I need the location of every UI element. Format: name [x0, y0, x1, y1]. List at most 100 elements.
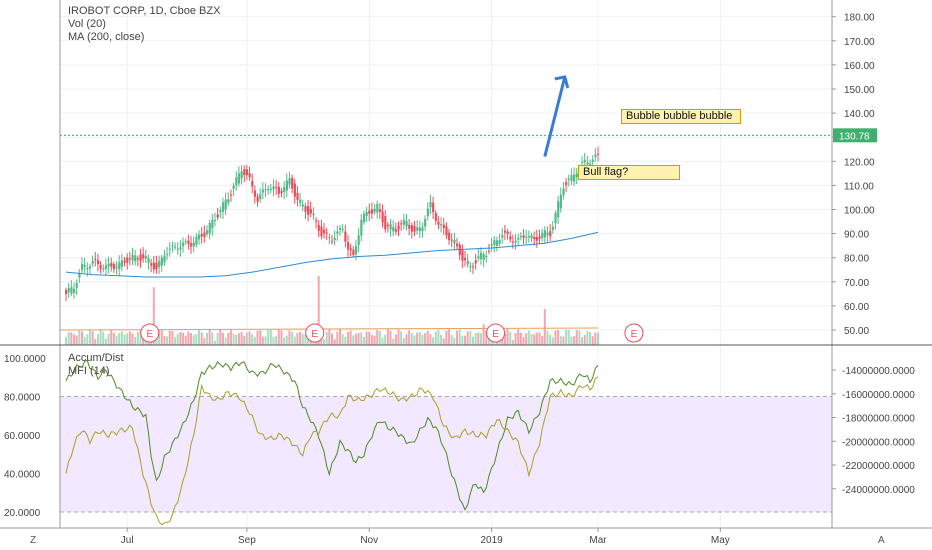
volume-bar — [304, 334, 307, 345]
candle-body — [190, 243, 193, 247]
candle-body — [168, 248, 171, 250]
zoom-button[interactable]: Z — [30, 535, 37, 546]
volume-bar — [589, 331, 592, 345]
candle-body — [586, 162, 589, 165]
candle-body — [594, 154, 597, 157]
candle-body — [280, 191, 283, 193]
candle-body — [160, 257, 163, 266]
volume-bar — [559, 336, 562, 345]
candle-body — [498, 240, 501, 244]
volume-bar — [373, 335, 376, 345]
volume-bar — [360, 332, 363, 345]
volume-bar — [136, 331, 139, 345]
volume-bar — [538, 332, 541, 345]
x-tick-label: Mar — [589, 535, 607, 546]
legend-ma[interactable]: MA (200, close) — [68, 31, 145, 43]
volume-bar — [591, 336, 594, 345]
candle-body — [245, 169, 249, 176]
volume-bar — [344, 336, 347, 345]
volume-bar — [354, 333, 357, 345]
volume-bar — [115, 335, 118, 345]
auto-scale-button[interactable]: A — [878, 535, 885, 546]
volume-bar — [227, 332, 230, 345]
volume-bar — [586, 330, 589, 345]
price-tick-label: 90.00 — [844, 230, 869, 241]
candle-body — [405, 221, 408, 227]
candle-body — [381, 211, 384, 223]
candle-body — [509, 236, 512, 240]
candle-body — [426, 208, 429, 217]
volume-bar — [546, 330, 549, 345]
candle-body — [307, 205, 310, 215]
candle-body — [368, 210, 371, 214]
annotation-bull-flag[interactable]: Bull flag? — [578, 165, 680, 180]
legend-vol[interactable]: Vol (20) — [68, 18, 106, 30]
volume-bar — [179, 332, 182, 345]
candle-body — [567, 178, 570, 180]
projection-arrowhead — [554, 75, 570, 89]
volume-bar — [442, 338, 445, 345]
volume-bar — [418, 332, 421, 345]
volume-bar — [530, 334, 533, 345]
candle-body — [128, 258, 132, 260]
candle-body — [400, 223, 403, 225]
legend-symbol[interactable]: IROBOT CORP, 1D, Cboe BZX — [68, 5, 221, 17]
volume-bar — [477, 332, 480, 345]
legend-accum-dist[interactable]: Accum/Dist — [68, 352, 124, 364]
price-tick-label: 80.00 — [844, 254, 869, 265]
volume-bar — [72, 334, 75, 345]
volume-bar — [525, 333, 528, 345]
candle-body — [573, 174, 576, 182]
x-tick-label: May — [711, 535, 730, 546]
ad-tick-label: -20000000.0000 — [842, 437, 915, 448]
candle-body — [277, 186, 280, 194]
volume-bar — [240, 331, 243, 345]
candle-body — [543, 230, 546, 238]
volume-bar — [155, 337, 158, 345]
candle-body — [424, 218, 427, 227]
candle-body — [479, 252, 483, 260]
candle-body — [293, 183, 296, 197]
candle-body — [182, 242, 185, 247]
volume-bar — [104, 338, 107, 345]
candle-body — [248, 173, 251, 178]
volume-bar — [554, 330, 557, 345]
volume-bar — [190, 332, 193, 345]
ad-tick-label: -14000000.0000 — [842, 366, 915, 377]
volume-bar — [261, 336, 264, 345]
x-tick-label: Sep — [238, 535, 256, 546]
volume-bar — [163, 335, 166, 345]
mfi-tick-label: 100.0000 — [4, 354, 46, 365]
candle-body — [67, 288, 70, 293]
price-tick-label: 140.00 — [844, 109, 875, 120]
candle-body — [416, 227, 419, 231]
volume-bar — [253, 337, 256, 345]
volume-bar — [597, 332, 599, 345]
volume-bar — [288, 330, 291, 345]
volume-bar — [200, 332, 203, 345]
volume-bar — [570, 336, 573, 345]
candle-body — [200, 233, 203, 237]
volume-bar — [352, 335, 355, 345]
volume-bar — [440, 334, 443, 345]
volume-bar — [464, 335, 466, 345]
annotation-bubble[interactable]: Bubble bubble bubble — [621, 109, 741, 124]
candle-body — [336, 231, 339, 234]
volume-bar — [317, 275, 320, 345]
candle-body — [176, 248, 179, 250]
volume-bar — [517, 329, 520, 345]
candle-body — [378, 209, 382, 212]
candle-body — [192, 242, 195, 247]
candle-body — [570, 175, 573, 181]
volume-bar — [381, 337, 384, 345]
volume-bar — [213, 340, 216, 345]
candle-body — [530, 235, 533, 239]
candle-body — [301, 204, 304, 207]
candle-body — [166, 254, 169, 256]
legend-mfi[interactable]: MFI (14) — [68, 365, 110, 377]
candle-body — [104, 265, 108, 270]
volume-bar — [221, 332, 224, 345]
candle-body — [389, 224, 392, 230]
candle-body — [259, 194, 262, 200]
